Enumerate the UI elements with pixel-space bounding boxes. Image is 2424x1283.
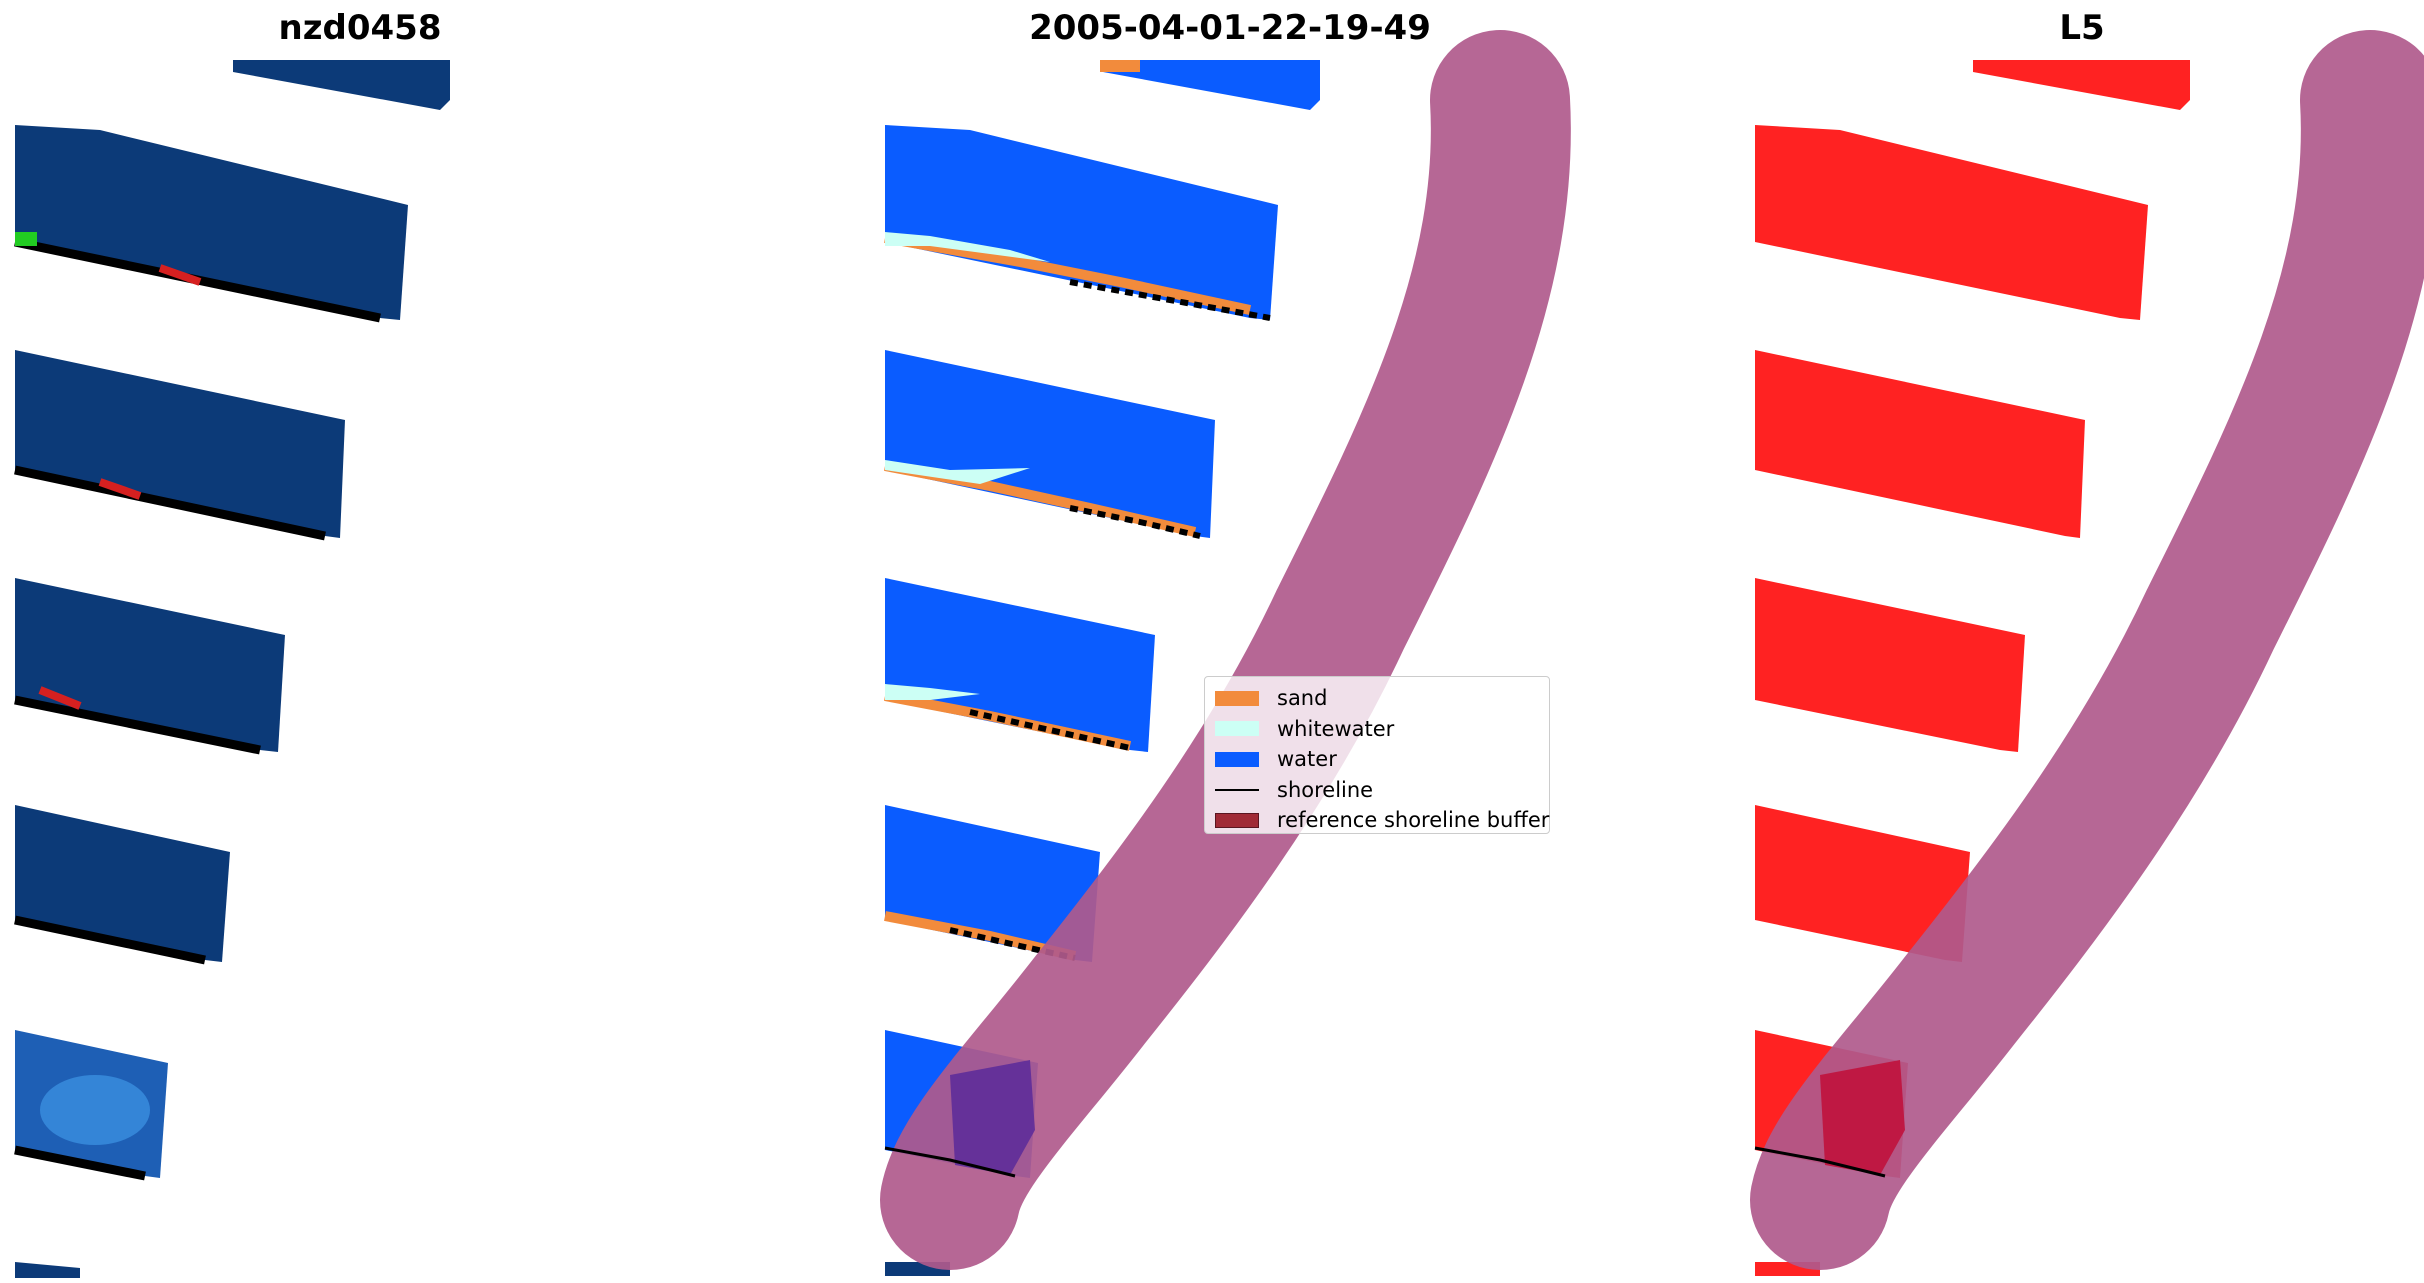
class-sand-top <box>1100 60 1140 72</box>
index-strip-4 <box>1755 805 1970 962</box>
rgb-strip-bottom <box>15 1262 80 1278</box>
rgb-strip-2 <box>15 350 345 538</box>
class-shoreline <box>884 1146 1016 1178</box>
legend-label-whitewater: whitewater <box>1277 716 1395 741</box>
rgb-red-3 <box>38 686 82 710</box>
class-shoreline-dark-1 <box>1069 279 1271 321</box>
rgb-shadow-2 <box>14 465 326 541</box>
index-panel: L5 <box>1740 0 2424 1283</box>
water-swatch <box>1215 751 1259 767</box>
legend-item-buffer: reference shoreline buffer <box>1215 805 1549 836</box>
class-strip-1 <box>885 125 1278 320</box>
index-overlap-patch <box>1820 1060 1905 1175</box>
index-strip-1 <box>1755 125 2148 320</box>
rgb-shadow-4 <box>14 915 206 965</box>
class-whitewater-2 <box>885 460 1030 484</box>
class-shoreline-dark-2 <box>1069 505 1201 539</box>
buffer-swatch <box>1215 812 1259 828</box>
sand-swatch <box>1215 690 1259 706</box>
class-strip-2 <box>885 350 1215 538</box>
legend-label-buffer: reference shoreline buffer <box>1277 808 1550 833</box>
rgb-strips <box>14 60 450 1278</box>
rgb-shadow-5 <box>14 1145 146 1181</box>
index-panel-title: L5 <box>2059 8 2105 48</box>
whitewater-swatch <box>1215 721 1259 737</box>
index-shoreline <box>1754 1146 1886 1178</box>
rgb-strip-1 <box>15 125 408 320</box>
legend-label-water: water <box>1277 747 1337 772</box>
class-overlap-patch <box>950 1060 1035 1175</box>
shoreline-swatch <box>1215 788 1259 791</box>
rgb-image <box>14 60 450 1278</box>
rgb-strip-4 <box>15 805 230 962</box>
index-image <box>1750 30 2424 1276</box>
legend-item-water: water <box>1215 744 1539 775</box>
legend-label-shoreline: shoreline <box>1277 777 1374 802</box>
rgb-bright-water <box>40 1075 150 1145</box>
legend-item-sand: sand <box>1215 683 1539 714</box>
rgb-green-pixel <box>15 232 37 246</box>
rgb-red-1 <box>158 264 202 286</box>
classification-image <box>880 30 1571 1276</box>
class-sand-1 <box>884 233 1252 315</box>
rgb-panel-title: nzd0458 <box>278 8 442 48</box>
classification-panel-title: 2005-04-01-22-19-49 <box>1029 8 1431 48</box>
legend: sand whitewater water shoreline referenc… <box>1204 676 1550 834</box>
class-whitewater-1 <box>885 232 1050 262</box>
rgb-shadow-3 <box>14 695 261 755</box>
rgb-strip-3 <box>15 578 285 752</box>
index-strip-2 <box>1755 350 2085 538</box>
rgb-panel: nzd0458 <box>0 0 720 1283</box>
class-strip-top <box>1103 60 1320 110</box>
classification-panel: 2005-04-01-22-19-49 <box>870 0 1590 1283</box>
rgb-red-2 <box>98 478 142 500</box>
index-strip-3 <box>1755 578 2025 752</box>
class-shoreline-dark-4 <box>949 927 1076 961</box>
class-strips <box>884 60 1320 1276</box>
index-strip-top <box>1973 60 2190 110</box>
legend-item-shoreline: shoreline <box>1215 775 1539 806</box>
class-whitewater-3 <box>885 684 980 700</box>
rgb-strip-top <box>233 60 450 110</box>
legend-item-whitewater: whitewater <box>1215 714 1539 745</box>
legend-label-sand: sand <box>1277 686 1328 711</box>
